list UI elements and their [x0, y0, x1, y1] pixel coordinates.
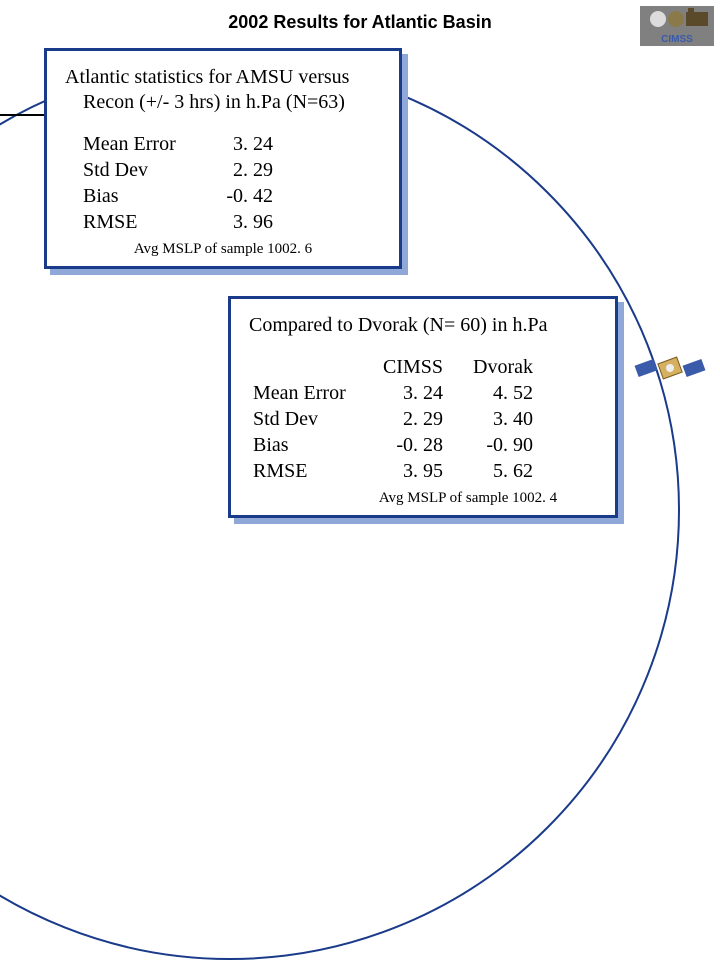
- stat-value: 3. 40: [443, 406, 533, 432]
- stat-label: Bias: [83, 183, 203, 209]
- box1-avg: Avg MSLP of sample 1002. 6: [65, 241, 381, 258]
- box1-title-line1: Atlantic statistics for AMSU versus: [65, 65, 381, 90]
- stat-label: Mean Error: [83, 131, 203, 157]
- column-header-cimss: CIMSS: [373, 354, 443, 380]
- stat-value: 5. 62: [443, 458, 533, 484]
- stat-value: 3. 24: [203, 131, 273, 157]
- stats-box-dvorak: Compared to Dvorak (N= 60) in h.Pa CIMSS…: [228, 296, 618, 518]
- table-row: Mean Error 3. 24 4. 52: [249, 380, 597, 406]
- table-row: Bias -0. 28 -0. 90: [249, 432, 597, 458]
- table-header: CIMSS Dvorak: [249, 354, 597, 380]
- table-row: RMSE 3. 95 5. 62: [249, 458, 597, 484]
- stat-label: Std Dev: [83, 157, 203, 183]
- box1-title: Atlantic statistics for AMSU versus Reco…: [65, 65, 381, 115]
- box1-title-line2: Recon (+/- 3 hrs) in h.Pa (N=63): [65, 90, 381, 115]
- stat-value: 3. 96: [203, 209, 273, 235]
- stat-value: -0. 42: [203, 183, 273, 209]
- satellite-icon: [630, 344, 710, 394]
- header-spacer: [253, 354, 373, 380]
- box2-avg: Avg MSLP of sample 1002. 4: [249, 490, 597, 507]
- table-row: Std Dev 2. 29 3. 40: [249, 406, 597, 432]
- stat-label: RMSE: [83, 209, 203, 235]
- page-title: 2002 Results for Atlantic Basin: [0, 12, 720, 33]
- stat-value: 2. 29: [203, 157, 273, 183]
- table-row: RMSE 3. 96: [65, 209, 381, 235]
- stat-label: RMSE: [253, 458, 373, 484]
- horizontal-divider: [0, 114, 44, 116]
- table-row: Std Dev 2. 29: [65, 157, 381, 183]
- stat-value: 3. 95: [373, 458, 443, 484]
- stat-label: Bias: [253, 432, 373, 458]
- box2-title: Compared to Dvorak (N= 60) in h.Pa: [249, 313, 597, 338]
- table-row: Bias -0. 42: [65, 183, 381, 209]
- cimss-logo: CIMSS: [640, 6, 714, 46]
- stat-label: Mean Error: [253, 380, 373, 406]
- stat-value: 3. 24: [373, 380, 443, 406]
- stat-value: -0. 28: [373, 432, 443, 458]
- table-row: Mean Error 3. 24: [65, 131, 381, 157]
- stat-value: 2. 29: [373, 406, 443, 432]
- stat-label: Std Dev: [253, 406, 373, 432]
- stat-value: -0. 90: [443, 432, 533, 458]
- logo-text: CIMSS: [661, 34, 693, 45]
- stat-value: 4. 52: [443, 380, 533, 406]
- stats-box-amsu: Atlantic statistics for AMSU versus Reco…: [44, 48, 402, 269]
- column-header-dvorak: Dvorak: [443, 354, 533, 380]
